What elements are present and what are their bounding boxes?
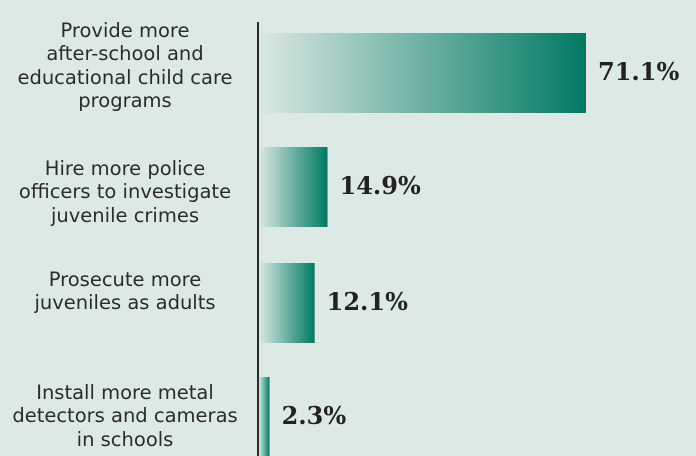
category-label-line: Prosecute more: [48, 267, 202, 291]
category-label-line: Hire more police: [44, 157, 206, 180]
category-label-line: juvenile crimes: [50, 203, 199, 227]
category-label-line: officers to investigate: [18, 180, 232, 204]
bar-3: [259, 377, 270, 456]
category-label-line: juveniles as adults: [34, 290, 216, 314]
category-label-line: detectors and cameras: [12, 404, 238, 428]
category-label-line: after-school and: [46, 42, 204, 66]
value-label-1: 14.9%: [339, 171, 421, 200]
category-label-line: in schools: [76, 427, 174, 451]
value-label-3: 2.3%: [281, 400, 347, 430]
bars-group: [259, 33, 586, 456]
category-label-2: Prosecute more juveniles as adults: [0, 268, 250, 315]
category-label-line: programs: [78, 89, 172, 113]
bar-2: [259, 263, 315, 343]
category-label-line: Install more metal: [36, 381, 214, 404]
category-label-line: educational child care: [17, 65, 233, 89]
category-label-3: Install more metal detectors and cameras i…: [0, 381, 250, 451]
value-label-2: 12.1%: [326, 287, 408, 316]
bar-0: [259, 33, 586, 113]
category-label-1: Hire more police officers to investigate j…: [0, 157, 250, 227]
category-label-line: Provide more: [60, 19, 190, 42]
value-label-0: 71.1%: [598, 57, 680, 86]
bar-1: [259, 147, 328, 227]
category-label-0: Provide more after-school and educational …: [0, 19, 250, 113]
